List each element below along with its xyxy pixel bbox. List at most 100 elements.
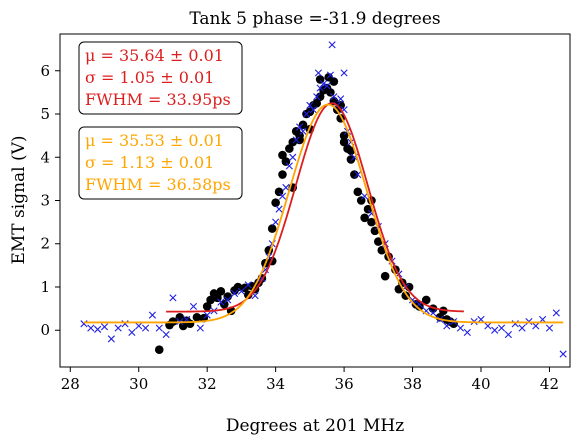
scatter-point-x bbox=[114, 324, 122, 332]
scatter-point-circle bbox=[339, 131, 349, 140]
scatter-point-x bbox=[224, 296, 232, 304]
fit-curves bbox=[83, 102, 564, 324]
scatter-point-x bbox=[323, 82, 331, 90]
scatter-point-x bbox=[456, 324, 465, 332]
scatter-point-circle bbox=[367, 217, 376, 227]
scatter-point-x bbox=[285, 162, 293, 170]
scatter-point-circle bbox=[202, 302, 212, 311]
x-tick-label: 42 bbox=[540, 375, 559, 393]
x-tick-label: 30 bbox=[129, 375, 148, 393]
fit-curve bbox=[83, 103, 564, 324]
scatter-point-x bbox=[518, 324, 526, 332]
y-tick-label: 5 bbox=[40, 105, 50, 123]
y-axis-label: EMT signal (V) bbox=[9, 135, 29, 264]
scatter-point-x bbox=[316, 84, 324, 92]
scatter-point-x bbox=[326, 71, 334, 79]
scatter-point-x bbox=[319, 80, 328, 88]
scatter-point-circle bbox=[315, 92, 325, 102]
x-tick-label: 32 bbox=[198, 375, 217, 393]
scatter-point-circle bbox=[288, 137, 298, 147]
scatter-point-circle bbox=[353, 187, 363, 197]
scatter-point-x bbox=[545, 324, 554, 332]
scatter-point-x bbox=[128, 328, 136, 336]
chart-title: Tank 5 phase =-31.9 degrees bbox=[189, 9, 440, 29]
scatter-point-x bbox=[429, 309, 437, 317]
scatter-point-x bbox=[237, 287, 245, 295]
scatter-point-x bbox=[80, 320, 88, 328]
scatter-point-x bbox=[552, 309, 560, 317]
annotation-line: μ = 35.53 ± 0.01 bbox=[85, 131, 224, 150]
scatter-point-x bbox=[203, 311, 211, 319]
annotation-line: σ = 1.13 ± 0.01 bbox=[85, 153, 214, 172]
scatter-point-x bbox=[275, 205, 283, 213]
scatter-point-circle bbox=[219, 299, 229, 309]
scatter-point-x bbox=[148, 311, 157, 319]
scatter-point-x bbox=[244, 281, 252, 289]
scatter-point-x bbox=[504, 330, 512, 339]
scatter-point-x bbox=[309, 106, 317, 114]
scatter-point-x bbox=[155, 324, 163, 332]
scatter-point-x bbox=[278, 192, 287, 200]
scatter-point-x bbox=[491, 326, 499, 334]
scatter-point-x bbox=[340, 69, 348, 77]
scatter-point-circle bbox=[312, 98, 322, 108]
scatter-point-x bbox=[497, 324, 506, 332]
scatter-point-circle bbox=[278, 170, 287, 179]
scatter-point-circle bbox=[346, 155, 356, 164]
fit-curve bbox=[166, 102, 464, 313]
scatter-point-x bbox=[272, 218, 280, 226]
scatter-point-circle bbox=[285, 144, 294, 153]
scatter-point-circle bbox=[178, 321, 188, 331]
scatter-point-circle bbox=[295, 135, 304, 145]
scatter-point-circle bbox=[315, 75, 325, 84]
scatter-point-x bbox=[299, 127, 307, 135]
x-tick-label: 36 bbox=[335, 375, 354, 393]
scatter-point-x bbox=[463, 328, 471, 336]
x-tick-label: 28 bbox=[61, 375, 80, 393]
scatter-point-circle bbox=[339, 137, 349, 147]
scatter-point-circle bbox=[360, 213, 369, 223]
x-tick-label: 34 bbox=[266, 375, 285, 393]
scatter-point-circle bbox=[305, 107, 315, 117]
annotation-boxes: μ = 35.64 ± 0.01 σ = 1.05 ± 0.01 FWHM = 33… bbox=[78, 41, 243, 200]
scatter-point-circle bbox=[350, 170, 359, 179]
y-tick-label: 4 bbox=[40, 148, 50, 166]
x-tick-label: 40 bbox=[471, 375, 490, 393]
annotation-line: FWHM = 36.58ps bbox=[85, 175, 231, 194]
scatter-point-x bbox=[361, 192, 369, 200]
scatter-point-x bbox=[87, 324, 95, 332]
scatter-point-circle bbox=[281, 157, 291, 166]
y-tick-label: 6 bbox=[40, 62, 50, 80]
scatter-point-x bbox=[296, 123, 304, 131]
scatter-point-circle bbox=[374, 237, 383, 246]
scatter-point-circle bbox=[223, 292, 233, 301]
scatter-point-x bbox=[135, 322, 143, 330]
scatter-point-x bbox=[328, 41, 336, 49]
x-axis-label: Degrees at 201 MHz bbox=[226, 416, 404, 436]
scatter-point-circle bbox=[271, 198, 280, 207]
scatter-point-x bbox=[169, 294, 177, 302]
scatter-point-x bbox=[292, 136, 300, 144]
scatter-point-x bbox=[443, 322, 451, 330]
scatter-point-x bbox=[313, 93, 321, 101]
scatter-point-circle bbox=[216, 287, 226, 296]
annotation-line: μ = 35.64 ± 0.01 bbox=[85, 46, 224, 65]
annotation-box bbox=[78, 41, 243, 115]
scatter-point-x bbox=[94, 325, 102, 333]
scatter-point-circle bbox=[206, 295, 215, 305]
scatter-point-circle bbox=[274, 187, 284, 197]
scatter-point-circle bbox=[267, 224, 277, 233]
x-tick-label: 38 bbox=[403, 375, 422, 393]
scatter-point-x bbox=[141, 324, 150, 332]
scatter-point-x bbox=[511, 320, 519, 328]
scatter-point-x bbox=[559, 350, 567, 358]
scatter-point-x bbox=[217, 298, 225, 306]
scatter-point-circle bbox=[233, 282, 243, 292]
y-tick-label: 2 bbox=[40, 235, 50, 253]
scatter-point-x bbox=[162, 330, 170, 339]
scatter-point-x bbox=[230, 289, 239, 298]
scatter-point-x bbox=[100, 323, 109, 331]
scatter-point-circle bbox=[421, 295, 431, 305]
